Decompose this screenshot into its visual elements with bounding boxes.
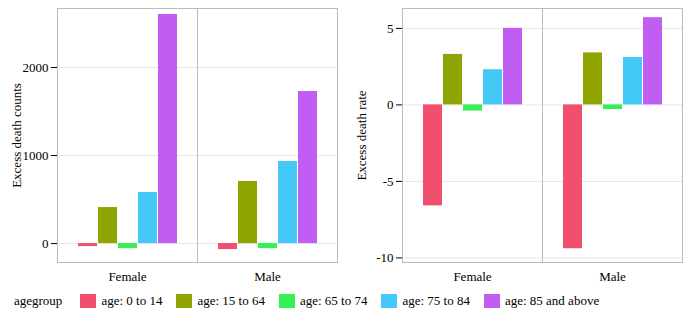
html-text:age: 75 to 84: age: 75 to 84 (402, 293, 470, 308)
svg-text:Excess death rate: Excess death rate (354, 90, 369, 180)
svg-text:2000: 2000 (23, 60, 49, 75)
svg-text:Female: Female (108, 269, 146, 284)
svg-text:0: 0 (42, 236, 49, 251)
svg-text:5: 5 (387, 21, 394, 36)
svg-text:-10: -10 (376, 250, 393, 265)
svg-text:Male: Male (599, 269, 626, 284)
svg-text:0: 0 (387, 97, 394, 112)
svg-text:Excess death counts: Excess death counts (9, 83, 24, 188)
html-text:agegroup: agegroup (14, 293, 63, 308)
html-text:age: 0 to 14: age: 0 to 14 (101, 293, 163, 308)
svg-text:Female: Female (453, 269, 491, 284)
svg-text:Male: Male (254, 269, 281, 284)
html-text:age: 15 to 64: age: 15 to 64 (197, 293, 265, 308)
svg-text:1000: 1000 (23, 148, 49, 163)
html-text:age: 65 to 74: age: 65 to 74 (299, 293, 368, 308)
svg-text:-5: -5 (383, 174, 394, 189)
html-text:age: 85 and above: age: 85 and above (504, 293, 600, 308)
